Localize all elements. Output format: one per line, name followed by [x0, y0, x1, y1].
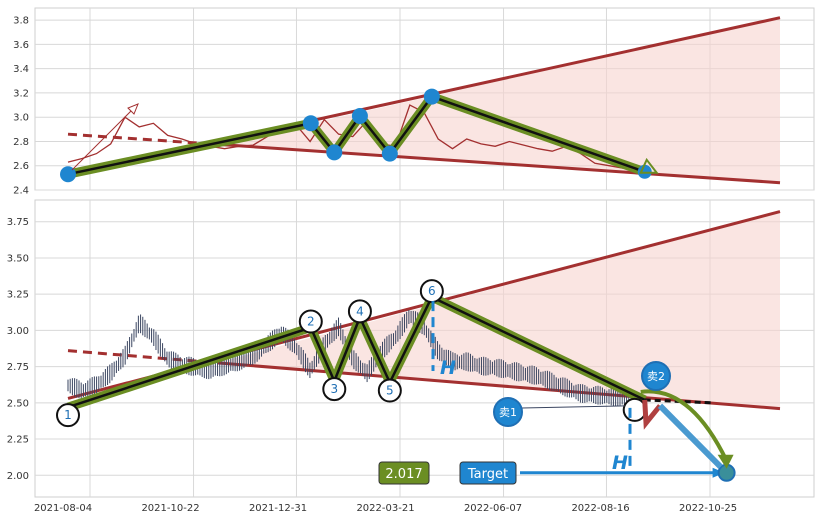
top-trend-arrow [71, 107, 135, 171]
height-projection-label: H [612, 452, 628, 474]
bottom-pattern-point-marker [377, 378, 402, 403]
bottom-pattern-point-marker [347, 299, 372, 324]
projection-curve-arrowhead [717, 454, 734, 469]
bottom-pattern-point-label: 2 [307, 314, 315, 328]
top-pattern-point [381, 145, 398, 162]
bottom-y-tick-label: 2.50 [7, 398, 29, 409]
x-tick-label: 2022-08-16 [571, 503, 629, 514]
bottom-y-tick-label: 3.50 [7, 253, 29, 264]
x-tick-label: 2021-10-22 [141, 503, 199, 514]
top-price-line [67, 104, 638, 172]
sell1-badge [493, 397, 523, 427]
target-label-badge [459, 461, 517, 485]
top-y-tick-label: 3.0 [13, 113, 29, 124]
top-pattern-point [302, 115, 319, 132]
top-y-tick-label: 3.8 [13, 16, 29, 27]
top-pattern-point [423, 88, 440, 105]
projection-path [657, 403, 723, 469]
bottom-pattern-point-label: 4 [356, 304, 364, 318]
bottom-y-tick-label: 3.75 [7, 217, 29, 228]
pullback-path [642, 399, 662, 430]
top-y-tick-label: 3.6 [13, 40, 29, 51]
bottom-lower-boundary-dashed [67, 349, 218, 365]
x-tick-label: 2022-10-25 [679, 503, 737, 514]
bottom-pattern-point-label: 6 [428, 284, 436, 298]
top-y-tick-label: 2.4 [13, 186, 29, 197]
x-tick-label: 2022-06-07 [464, 503, 522, 514]
top-breakout-marker [639, 157, 659, 174]
sell2-label: 卖2 [647, 370, 665, 383]
top-trend-arrowhead [127, 103, 139, 115]
top-y-tick-label: 3.2 [13, 88, 29, 99]
top-pattern-point [351, 107, 368, 124]
target-value-text: 2.017 [385, 467, 422, 482]
bottom-pattern-point-marker [56, 403, 80, 428]
bottom-pattern-line-tail [431, 295, 646, 402]
bottom-y-tick-label: 2.00 [7, 471, 29, 482]
top-y-tick-label: 3.4 [13, 64, 29, 75]
x-tick-label: 2022-03-21 [356, 503, 414, 514]
top-pattern-point [326, 144, 343, 161]
bottom-y-tick-label: 2.25 [7, 435, 29, 446]
bottom-y-tick-label: 3.00 [7, 326, 29, 337]
bottom-y-tick-label: 2.75 [7, 362, 29, 373]
bottom-pattern-point-label: 5 [386, 384, 394, 398]
bottom-pattern-point-label: 1 [64, 408, 72, 422]
bottom-pattern-line [67, 296, 433, 409]
bottom-pattern-point-label: 3 [330, 382, 338, 396]
target-value-badge [378, 461, 430, 485]
target-label-text: Target [467, 467, 508, 482]
top-triangle-shade [217, 17, 780, 183]
bottom-pattern-point-marker [298, 309, 323, 334]
top-lower-boundary [217, 142, 781, 185]
height-label: H [440, 357, 456, 379]
sell1-label: 卖1 [499, 406, 517, 419]
sell2-badge [641, 361, 671, 391]
top-pattern-point [60, 166, 76, 183]
x-tick-label: 2021-12-31 [249, 503, 307, 514]
projection-curve [640, 389, 729, 462]
bottom-pattern-point-marker [322, 377, 347, 402]
bottom-y-tick-label: 3.25 [7, 290, 29, 301]
top-y-tick-label: 2.6 [13, 161, 29, 172]
sell1-pointer [521, 405, 625, 409]
top-y-tick-label: 2.8 [13, 137, 29, 148]
x-tick-label: 2021-08-04 [34, 503, 92, 514]
